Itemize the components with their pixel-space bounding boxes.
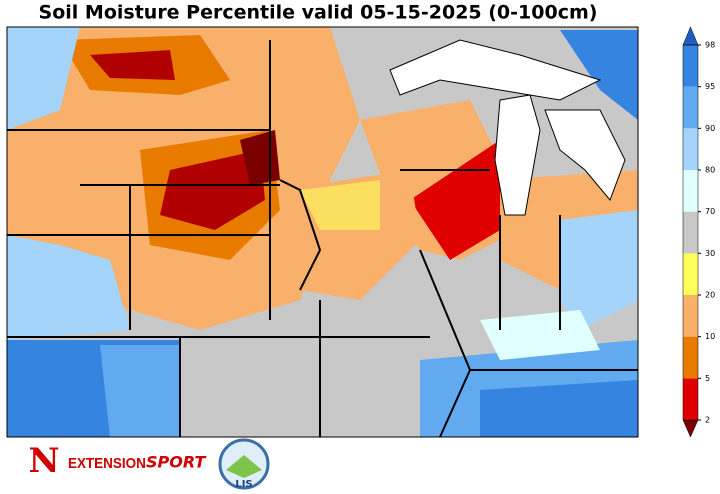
colorbar-tick-label: 70 (705, 207, 715, 216)
colorbar-tick-label: 30 (705, 249, 715, 258)
colorbar-segment (683, 211, 698, 254)
logos: N EXTENSION SPORT LIS (28, 438, 270, 490)
colorbar-segment (683, 128, 698, 170)
nebraska-logo: N (28, 441, 59, 481)
lake (544, 109, 626, 201)
colorbar-segment (683, 295, 698, 337)
wet-region (480, 380, 638, 437)
colorbar-segment (683, 336, 698, 379)
lis-logo-text: LIS (235, 479, 252, 490)
colorbar-segment (683, 86, 698, 129)
dry-region (300, 180, 380, 230)
lake (494, 94, 541, 216)
wet-region (100, 345, 180, 437)
lis-logo-block (226, 455, 262, 478)
colorbar-tick-label: 80 (705, 166, 715, 175)
dry-region (90, 50, 175, 80)
colorbar-tick-label: 90 (705, 124, 715, 133)
dry-region (160, 150, 265, 230)
colorbar-segment (683, 378, 698, 420)
colorbar-segment (683, 170, 698, 212)
colorbar-tick-label: 2 (705, 416, 710, 425)
wet-region (560, 30, 638, 120)
colorbar-extend-high (682, 26, 699, 46)
title: Soil Moisture Percentile valid 05-15-202… (39, 2, 598, 24)
colorbar: 2 5 10 20 30 70 80 90 95 98 (682, 26, 715, 438)
wet-region (480, 310, 600, 360)
wet-region (7, 235, 130, 340)
colorbar-tick-label: 98 (705, 41, 715, 50)
map-frame (6, 26, 639, 438)
colorbar-tick-label: 95 (705, 82, 715, 91)
colorbar-segment (683, 45, 698, 87)
wet-region (560, 210, 638, 330)
lake (389, 39, 602, 101)
colorbar-tick-label: 5 (705, 374, 710, 383)
colorbar-extend-low (682, 419, 699, 438)
sport-logo: SPORT (146, 453, 206, 472)
extension-logo: EXTENSION (68, 455, 146, 472)
colorbar-tick-label: 10 (705, 332, 715, 341)
colorbar-frame (682, 44, 699, 421)
colorbar-tick-label: 20 (705, 291, 715, 300)
colorbar-segment (683, 253, 698, 295)
wet-region (7, 27, 80, 130)
map (6, 26, 639, 438)
